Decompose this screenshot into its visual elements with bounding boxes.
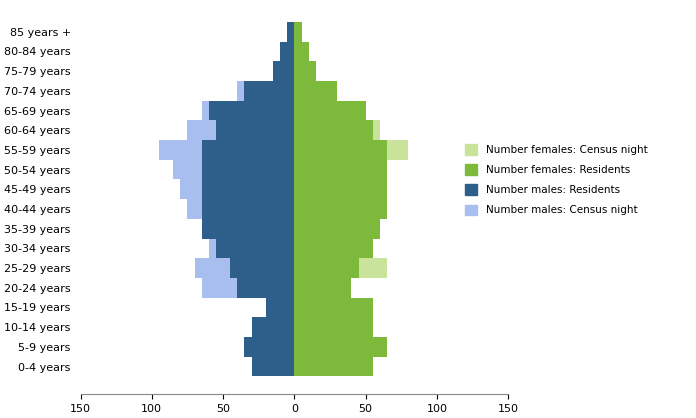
Bar <box>294 160 380 179</box>
Bar <box>202 278 294 298</box>
Bar <box>287 22 294 41</box>
Bar <box>294 239 337 258</box>
Bar <box>273 357 294 376</box>
Bar <box>294 298 373 317</box>
Bar <box>287 22 294 41</box>
Bar <box>195 258 294 278</box>
Bar <box>244 81 294 101</box>
Bar <box>294 140 387 160</box>
Bar <box>294 120 373 140</box>
Bar <box>294 101 365 120</box>
Bar <box>187 120 294 140</box>
Bar <box>294 219 380 239</box>
Bar <box>294 219 351 239</box>
Bar <box>294 317 373 337</box>
Bar <box>244 337 294 357</box>
Bar <box>173 160 294 179</box>
Bar <box>230 258 294 278</box>
Bar <box>294 258 387 278</box>
Bar <box>266 337 294 357</box>
Bar <box>294 357 308 376</box>
Bar <box>294 239 373 258</box>
Bar <box>273 61 294 81</box>
Bar <box>294 337 387 357</box>
Bar <box>294 278 351 298</box>
Legend: Number females: Census night, Number females: Residents, Number males: Residents: Number females: Census night, Number fem… <box>460 139 653 221</box>
Bar <box>294 357 373 376</box>
Bar <box>294 120 380 140</box>
Bar <box>294 199 365 219</box>
Bar <box>216 120 294 140</box>
Bar <box>294 179 373 199</box>
Bar <box>202 160 294 179</box>
Bar <box>294 278 351 298</box>
Bar <box>294 22 301 41</box>
Bar <box>294 199 387 219</box>
Bar <box>273 61 294 81</box>
Bar <box>252 357 294 376</box>
Bar <box>294 22 301 41</box>
Bar <box>280 41 294 61</box>
Bar <box>294 81 337 101</box>
Bar <box>294 101 365 120</box>
Bar <box>294 140 409 160</box>
Bar <box>202 179 294 199</box>
Bar <box>294 179 387 199</box>
Bar <box>294 61 308 81</box>
Bar <box>294 41 308 61</box>
Bar <box>202 140 294 160</box>
Bar <box>202 101 294 120</box>
Bar <box>252 317 294 337</box>
Bar <box>237 278 294 298</box>
Bar <box>273 298 294 317</box>
Bar <box>237 81 294 101</box>
Bar <box>216 239 294 258</box>
Bar <box>294 337 316 357</box>
Bar <box>280 41 294 61</box>
Bar <box>202 219 294 239</box>
Bar <box>187 199 294 219</box>
Bar <box>294 317 316 337</box>
Bar <box>294 41 308 61</box>
Bar <box>294 81 337 101</box>
Bar <box>294 258 358 278</box>
Bar <box>209 101 294 120</box>
Bar <box>294 61 316 81</box>
Bar <box>266 298 294 317</box>
Bar <box>202 199 294 219</box>
Bar <box>202 219 294 239</box>
Bar <box>180 179 294 199</box>
Bar <box>209 239 294 258</box>
Bar <box>294 160 387 179</box>
Bar <box>159 140 294 160</box>
Bar <box>273 317 294 337</box>
Bar <box>294 298 330 317</box>
